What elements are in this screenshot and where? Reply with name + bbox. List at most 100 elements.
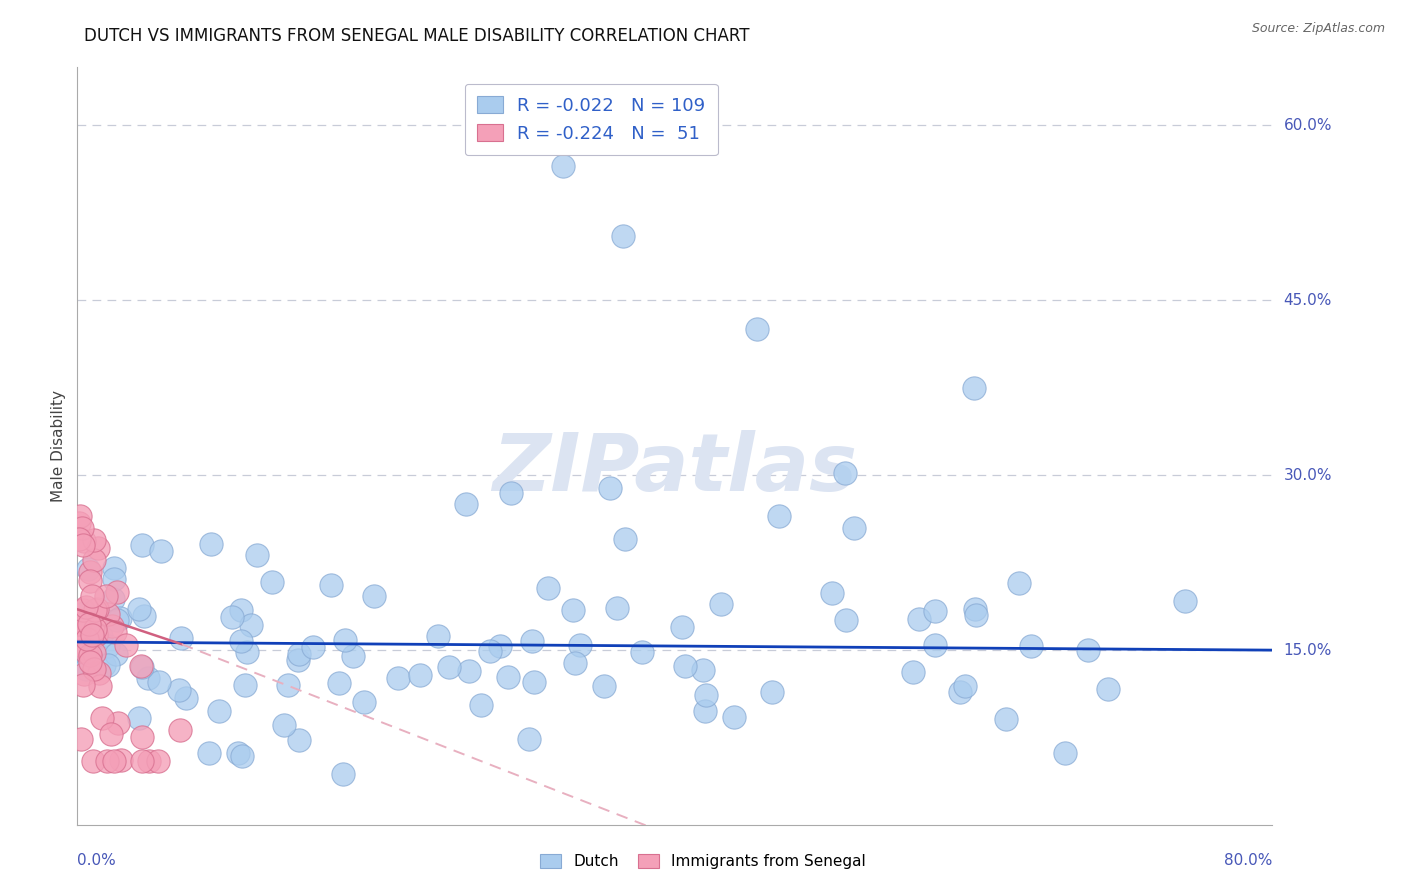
Point [537,582,560,596]
Point [332,767,354,781]
Point [302,640,325,654]
Point [148,675,170,690]
Point [167,682,190,697]
Point [103,754,125,768]
Point [287,647,309,661]
Point [76,645,98,659]
Point [75,662,97,676]
Point [83,662,105,676]
Point [84,627,107,641]
Point [517,732,540,747]
Point [97,607,120,622]
Text: 15.0%: 15.0% [1284,642,1331,657]
Point [107,716,129,731]
Point [965,601,987,615]
Point [479,644,502,658]
Point [745,322,768,336]
Point [246,548,269,562]
Point [73,533,96,548]
Point [97,657,120,672]
Point [80,628,103,642]
Text: Source: ZipAtlas.com: Source: ZipAtlas.com [1251,22,1385,36]
Point [470,698,492,712]
Point [200,537,222,551]
Point [963,381,986,395]
Point [82,754,104,768]
Point [233,678,256,692]
Point [924,604,946,618]
Point [844,521,866,535]
Point [328,675,350,690]
Point [97,639,120,653]
Point [72,678,94,692]
Point [105,584,128,599]
Text: 60.0%: 60.0% [1284,118,1331,133]
Point [564,656,586,670]
Point [387,671,409,685]
Point [150,544,173,558]
Point [333,633,356,648]
Point [75,642,97,657]
Point [562,603,585,617]
Point [70,657,93,671]
Point [170,631,193,645]
Text: ZIPatlas: ZIPatlas [492,430,858,508]
Point [612,229,634,244]
Point [131,754,153,768]
Point [499,485,522,500]
Point [69,516,91,531]
Point [131,538,153,552]
Point [138,754,160,768]
Point [67,621,90,635]
Point [84,628,107,642]
Point [488,639,510,653]
Text: 80.0%: 80.0% [1225,853,1272,868]
Point [83,628,105,642]
Point [321,577,343,591]
Point [94,589,117,603]
Point [834,466,856,480]
Point [994,712,1017,726]
Point [723,710,745,724]
Point [75,600,97,615]
Point [273,717,295,731]
Point [437,660,460,674]
Point [134,609,156,624]
Point [363,590,385,604]
Point [1007,575,1029,590]
Point [523,674,546,689]
Point [87,541,110,556]
Point [128,601,150,615]
Point [599,482,621,496]
Point [84,626,107,640]
Point [70,732,93,747]
Point [949,684,972,698]
Point [79,655,101,669]
Point [955,679,977,693]
Point [67,613,90,627]
Point [79,648,101,662]
Point [169,723,191,737]
Point [83,602,105,616]
Point [83,553,105,567]
Point [520,634,543,648]
Point [226,746,249,760]
Point [69,508,91,523]
Point [90,629,112,643]
Text: 0.0%: 0.0% [77,853,117,868]
Point [965,608,987,623]
Point [103,561,125,575]
Point [1053,746,1076,760]
Point [593,679,616,693]
Point [103,591,125,606]
Point [671,619,693,633]
Point [79,565,101,579]
Point [569,638,592,652]
Point [695,704,717,718]
Point [77,617,100,632]
Point [236,645,259,659]
Point [221,609,243,624]
Point [67,533,90,547]
Point [131,660,153,674]
Point [551,159,574,173]
